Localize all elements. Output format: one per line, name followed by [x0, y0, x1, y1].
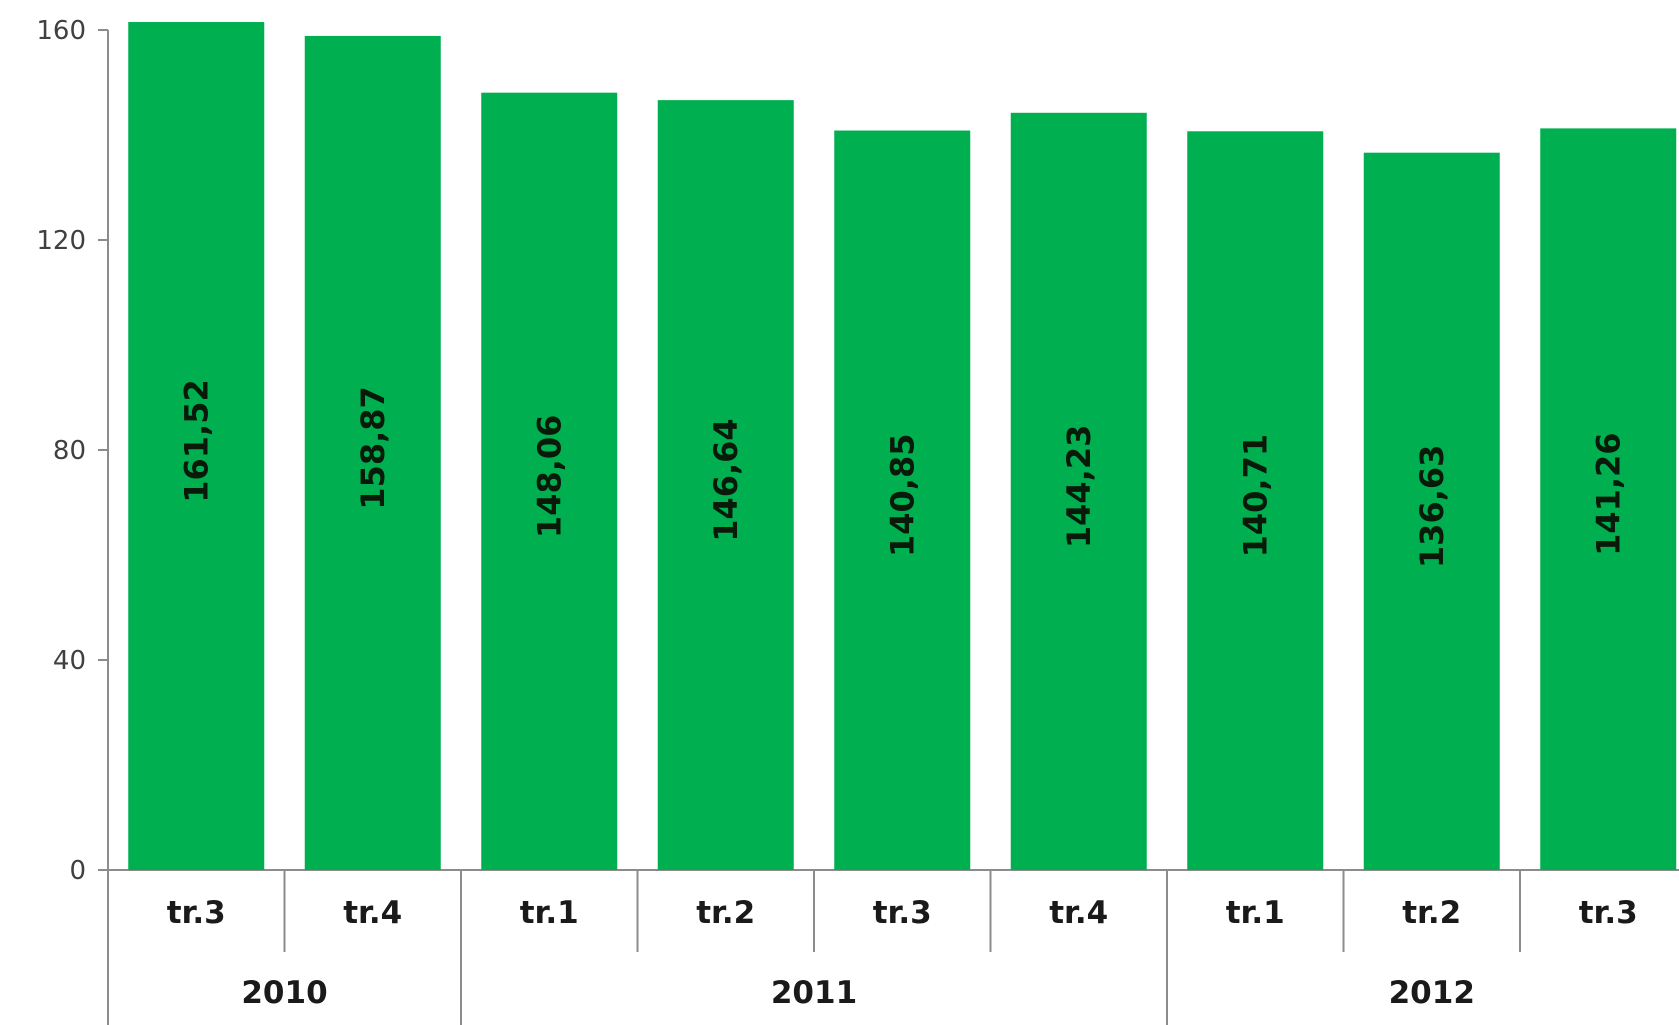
- bar-data-label: 161,52: [177, 379, 215, 502]
- bar-data-label: 140,85: [883, 434, 921, 557]
- x-group-label: 2010: [241, 975, 327, 1011]
- bar-data-label: 158,87: [354, 386, 392, 509]
- x-group-label: 2011: [771, 975, 857, 1011]
- bar-data-label: 148,06: [530, 415, 568, 538]
- bar: [657, 100, 794, 870]
- x-category-label: tr.4: [343, 895, 402, 931]
- bar: [1540, 128, 1677, 870]
- x-category-label: tr.3: [873, 895, 932, 931]
- bar-data-label: 136,63: [1413, 445, 1451, 568]
- x-category-label: tr.3: [1579, 895, 1638, 931]
- bar: [481, 92, 618, 870]
- y-tick-label: 80: [53, 436, 86, 466]
- bar-data-label: 144,23: [1060, 425, 1098, 548]
- x-category-label: tr.3: [167, 895, 226, 931]
- bar: [1187, 131, 1324, 870]
- bar: [1363, 152, 1500, 870]
- y-tick-label: 0: [69, 856, 86, 886]
- y-tick-label: 120: [36, 226, 86, 256]
- x-group-label: 2012: [1389, 975, 1475, 1011]
- y-tick-label: 40: [53, 646, 86, 676]
- x-category-label: tr.2: [1402, 895, 1461, 931]
- bar: [834, 130, 971, 871]
- bar-data-label: 146,64: [707, 418, 745, 541]
- bar: [1010, 112, 1147, 871]
- x-category-label: tr.4: [1049, 895, 1108, 931]
- bar-data-label: 140,71: [1236, 434, 1274, 557]
- y-tick-label: 160: [36, 16, 86, 46]
- bar: [304, 35, 441, 871]
- bar: [128, 22, 265, 870]
- x-category-label: tr.1: [520, 895, 579, 931]
- x-category-label: tr.2: [696, 895, 755, 931]
- x-category-label: tr.1: [1226, 895, 1285, 931]
- bar-data-label: 141,26: [1589, 432, 1627, 555]
